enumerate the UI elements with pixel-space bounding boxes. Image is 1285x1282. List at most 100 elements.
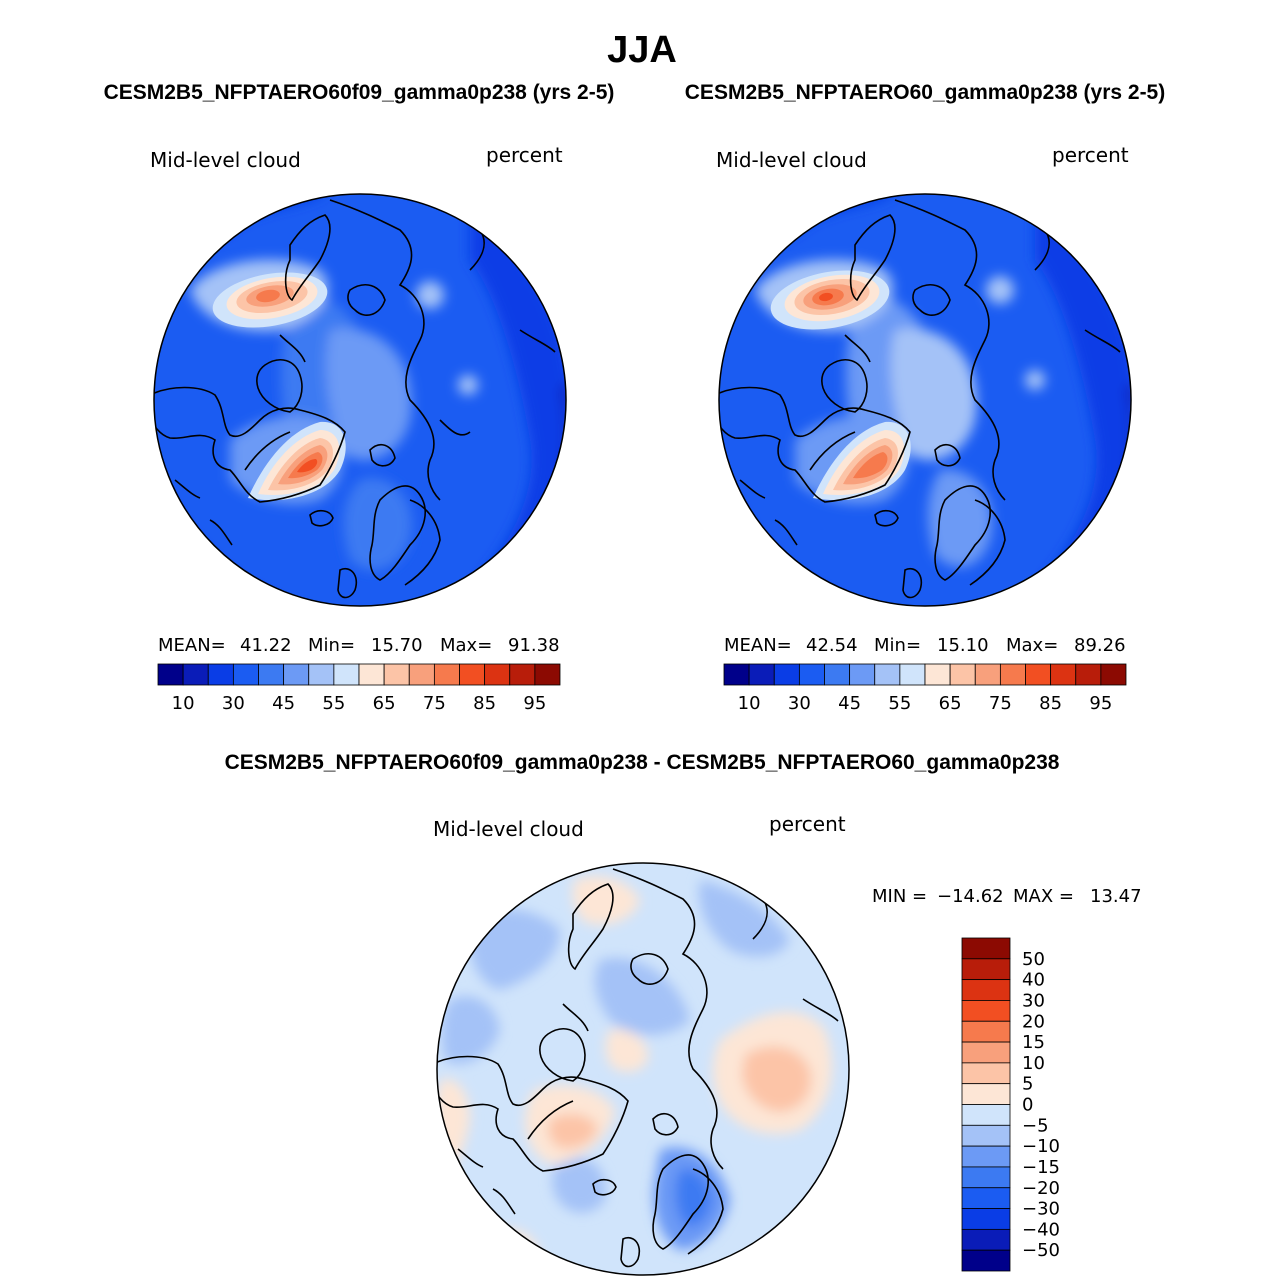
figure-title: JJA bbox=[607, 29, 677, 71]
panel-b-colorbar-swatch bbox=[899, 663, 926, 686]
panel-c-map bbox=[437, 863, 849, 1275]
panel-b-variable-label: Mid-level cloud bbox=[716, 148, 867, 172]
panel-a-colorbar-swatch bbox=[333, 663, 360, 686]
panel-c-colorbar-swatch bbox=[961, 958, 1011, 981]
panel-c-colorbar-swatch bbox=[961, 1208, 1011, 1230]
panel-b-colorbar-swatch bbox=[849, 663, 876, 686]
panel-c-colorbar-tick-label: 40 bbox=[1022, 970, 1045, 991]
panel-c-colorbar-tick-label: −5 bbox=[1022, 1115, 1049, 1136]
panel-a-colorbar-tick-label: 45 bbox=[272, 693, 295, 714]
panel-a: Mid-level cloud percent bbox=[150, 143, 567, 714]
panel-b-colorbar-tick-label: 95 bbox=[1089, 693, 1112, 714]
panel-b-colorbar-tick-label: 55 bbox=[888, 693, 911, 714]
panel-b-colorbar: 10 30 45 55 65 75 85 95 bbox=[723, 663, 1127, 714]
panel-b-colorbar-swatch bbox=[748, 663, 775, 686]
panel-a-max-label: Max= bbox=[440, 635, 492, 656]
panel-b-colorbar-swatch bbox=[824, 663, 851, 686]
panel-a-map bbox=[154, 194, 566, 606]
panel-a-colorbar-swatch bbox=[358, 663, 385, 686]
panel-a-colorbar-swatch bbox=[308, 663, 335, 686]
panel-a-colorbar-swatch bbox=[408, 663, 435, 686]
panel-b-colorbar-tick-label: 85 bbox=[1039, 693, 1062, 714]
panel-a-colorbar: 10 30 45 55 65 75 85 95 bbox=[157, 663, 561, 714]
panel-b-colorbar-swatch bbox=[874, 663, 901, 686]
panel-a-colorbar-swatch bbox=[258, 663, 285, 686]
panel-b-colorbar-swatch bbox=[1100, 663, 1127, 686]
panel-a-coastlines bbox=[154, 199, 556, 599]
panel-a-stats: MEAN= 41.22 Min= 15.70 Max= 91.38 bbox=[158, 635, 560, 656]
panel-b-colorbar-swatch bbox=[773, 663, 800, 686]
panel-c-colorbar-tick-label: 5 bbox=[1022, 1074, 1033, 1095]
panel-a-colorbar-swatch bbox=[484, 663, 511, 686]
panel-a-colorbar-swatch bbox=[383, 663, 410, 686]
panel-a-colorbar-swatch bbox=[232, 663, 259, 686]
panel-b-colorbar-swatch bbox=[924, 663, 951, 686]
panel-c-colorbar-swatch bbox=[961, 937, 1011, 960]
panel-c-variable-label: Mid-level cloud bbox=[433, 817, 584, 841]
panel-b-boundary bbox=[718, 193, 1132, 607]
panel-a-colorbar-swatch bbox=[182, 663, 209, 686]
panel-b-colorbar-tick-label: 10 bbox=[738, 693, 761, 714]
diff-title: CESM2B5_NFPTAERO60f09_gamma0p238 - CESM2… bbox=[225, 751, 1060, 774]
panel-a-colorbar-swatch bbox=[283, 663, 310, 686]
panel-b-coastlines bbox=[719, 199, 1121, 599]
panel-a-greenland-high bbox=[248, 421, 346, 501]
panel-b-min-value: 15.10 bbox=[937, 635, 989, 656]
panel-a-mean-value: 41.22 bbox=[240, 635, 292, 656]
panel-b-colorbar-swatch bbox=[999, 663, 1026, 686]
panel-a-colorbar-tick-label: 95 bbox=[523, 693, 546, 714]
panel-c-colorbar-swatch bbox=[961, 1083, 1011, 1105]
panel-a-colorbar-tick-label: 75 bbox=[423, 693, 446, 714]
panel-a-colorbar-tick-label: 10 bbox=[172, 693, 195, 714]
panel-b-colorbar-swatch bbox=[723, 663, 750, 686]
panel-b-units-label: percent bbox=[1052, 143, 1129, 167]
panel-c-colorbar-tick-label: −15 bbox=[1022, 1157, 1060, 1178]
panel-b-map bbox=[719, 194, 1131, 606]
panel-b-mean-value: 42.54 bbox=[806, 635, 858, 656]
panel-a-min-value: 15.70 bbox=[371, 635, 423, 656]
panel-c-min-label: MIN = bbox=[872, 886, 927, 907]
panel-b-max-label: Max= bbox=[1006, 635, 1058, 656]
panel-c-colorbar-tick-label: 20 bbox=[1022, 1011, 1045, 1032]
panel-b-colorbar-swatch bbox=[1025, 663, 1052, 686]
panel-b: Mid-level cloud percent bbox=[716, 143, 1132, 714]
panel-b-max-value: 89.26 bbox=[1074, 635, 1126, 656]
panel-b-colorbar-swatch bbox=[1075, 663, 1102, 686]
panel-b-min-label: Min= bbox=[874, 635, 921, 656]
panel-c-colorbar-tick-label: −50 bbox=[1022, 1240, 1060, 1261]
panel-c: Mid-level cloud percent bbox=[433, 812, 1142, 1276]
panel-c-min-value: −14.62 bbox=[937, 886, 1004, 907]
panel-c-colorbar-swatch bbox=[961, 1041, 1011, 1064]
panel-b-colorbar-swatch bbox=[798, 663, 825, 686]
panel-c-colorbar-swatch bbox=[961, 1062, 1011, 1085]
panel-a-siberia-high bbox=[212, 272, 328, 328]
panel-a-units-label: percent bbox=[486, 143, 563, 167]
panel-c-colorbar-tick-label: −40 bbox=[1022, 1219, 1060, 1240]
panel-a-subtitle: CESM2B5_NFPTAERO60f09_gamma0p238 (yrs 2-… bbox=[104, 81, 615, 104]
panel-a-colorbar-swatch bbox=[157, 663, 184, 686]
panel-c-colorbar-swatch bbox=[961, 1228, 1011, 1251]
panel-c-colorbar-swatch bbox=[961, 1145, 1011, 1168]
panel-c-colorbar-swatch bbox=[961, 1020, 1011, 1043]
panel-a-min-label: Min= bbox=[308, 635, 355, 656]
panel-b-colorbar-swatch bbox=[974, 663, 1001, 686]
panel-c-coastlines bbox=[437, 868, 839, 1268]
panel-c-colorbar-swatch bbox=[961, 1000, 1011, 1022]
panel-c-colorbar-tick-label: 50 bbox=[1022, 949, 1045, 970]
panel-c-colorbar-swatch bbox=[961, 1124, 1011, 1147]
panel-a-colorbar-swatch bbox=[207, 663, 234, 686]
panel-a-boundary bbox=[153, 193, 567, 607]
panel-a-colorbar-tick-label: 85 bbox=[473, 693, 496, 714]
panel-b-colorbar-tick-label: 45 bbox=[838, 693, 861, 714]
panel-c-colorbar-tick-label: 15 bbox=[1022, 1032, 1045, 1053]
panel-a-colorbar-swatch bbox=[459, 663, 486, 686]
panel-a-mean-label: MEAN= bbox=[158, 635, 226, 656]
panel-b-colorbar-tick-label: 30 bbox=[788, 693, 811, 714]
panel-c-colorbar-swatch bbox=[961, 1187, 1011, 1209]
panel-a-colorbar-tick-label: 30 bbox=[222, 693, 245, 714]
panel-b-colorbar-swatch bbox=[949, 663, 976, 686]
panel-c-colorbar-tick-label: 10 bbox=[1022, 1053, 1045, 1074]
panel-c-colorbar-tick-label: −20 bbox=[1022, 1178, 1060, 1199]
